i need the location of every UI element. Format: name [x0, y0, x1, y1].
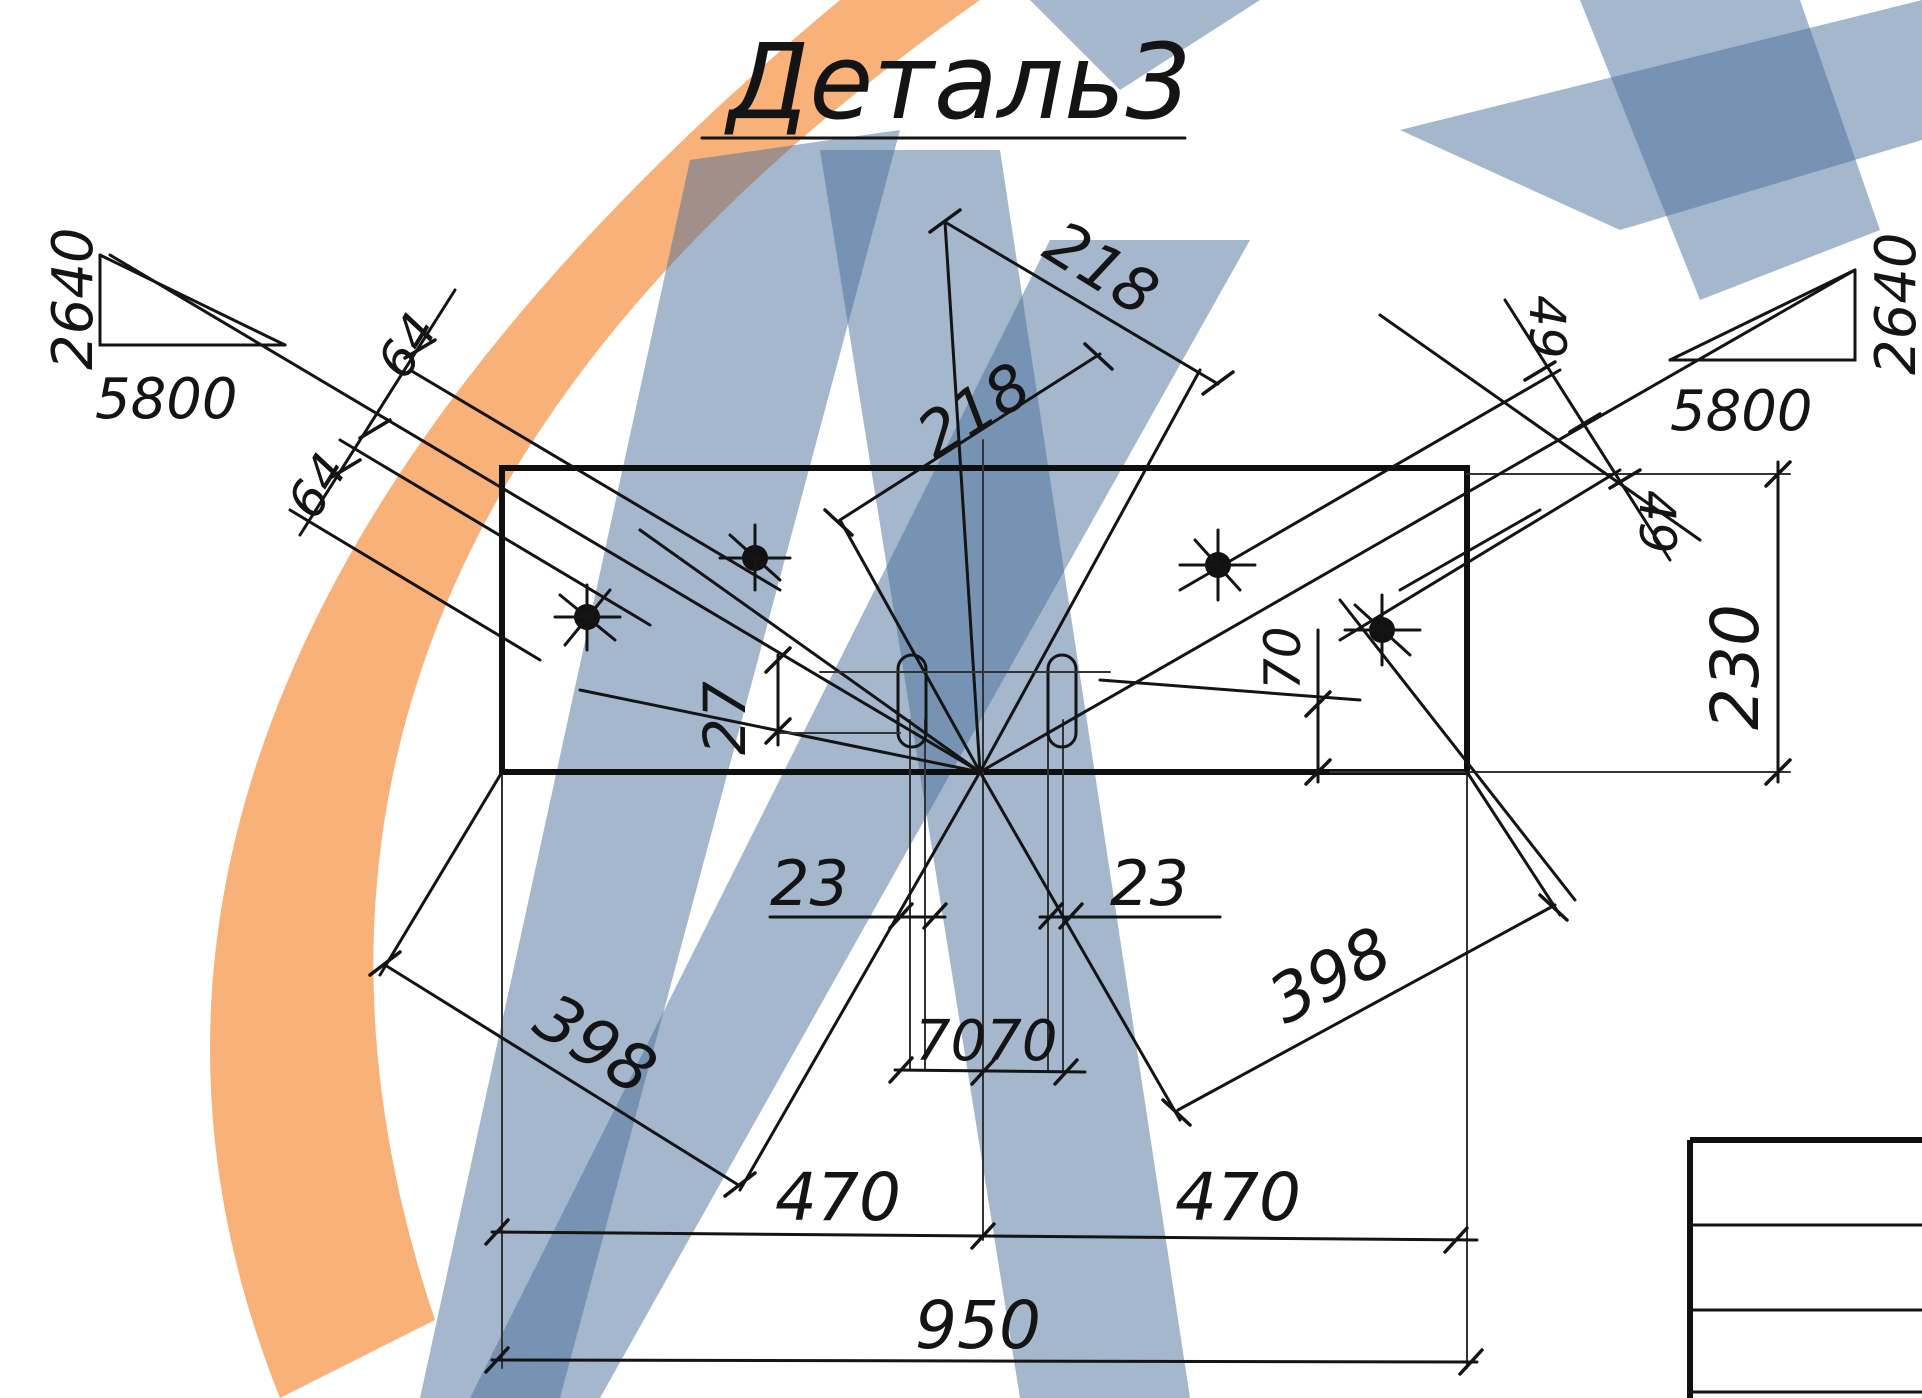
- dim-ratio-left-h: 5800: [95, 367, 238, 432]
- slope-triangles: [98, 253, 1857, 362]
- dim-hole-offset: 70: [1254, 626, 1312, 690]
- dim-half-left: 470: [775, 1159, 901, 1236]
- dim-ratio-right-h: 5800: [1670, 379, 1813, 444]
- dim-center-offsets: 7070: [915, 1009, 1058, 1074]
- slots: [779, 653, 1111, 749]
- dim-ratio-left-v: 2640: [41, 227, 106, 370]
- dim-hole-pitch: 27: [691, 681, 759, 755]
- watermark-blue-stroke-1: [420, 130, 900, 1398]
- watermark-blue-stroke-3: [470, 240, 1250, 1398]
- dim-height: 230: [1697, 604, 1774, 730]
- slot-left: [896, 653, 928, 749]
- bolt-holes: [553, 523, 1422, 667]
- slot-right: [1046, 653, 1078, 749]
- dim-ratio-right-v: 2640: [1864, 232, 1922, 375]
- dim-diag-right: 398: [1256, 912, 1403, 1039]
- dim-slot-right: 23: [1110, 847, 1189, 920]
- watermark-blue-stroke-6: [1580, 0, 1880, 300]
- detail-title: Деталь3: [724, 21, 1191, 143]
- plate-outline: [499, 465, 1470, 775]
- dim-half-right: 470: [1175, 1159, 1301, 1236]
- dim-offset-right-a: 49: [1518, 295, 1576, 359]
- diagonal-lines: [108, 220, 1857, 1192]
- watermark-orange-arc: [210, 0, 980, 1398]
- title-block: [1687, 1137, 1922, 1398]
- dim-slot-left: 23: [770, 847, 849, 920]
- dim-offset-bottom-left: 64: [276, 444, 359, 529]
- slope-triangle-right: [1668, 268, 1857, 362]
- slope-triangle-left: [98, 253, 287, 347]
- dimension-lines: [298, 208, 1792, 1376]
- watermark-blue-stroke-4: [1030, 0, 1260, 90]
- dim-offset-right-b: 49: [1628, 490, 1686, 554]
- watermark: [210, 0, 1922, 1398]
- dim-offset-top-left: 64: [366, 304, 449, 389]
- dim-width: 950: [915, 1287, 1041, 1364]
